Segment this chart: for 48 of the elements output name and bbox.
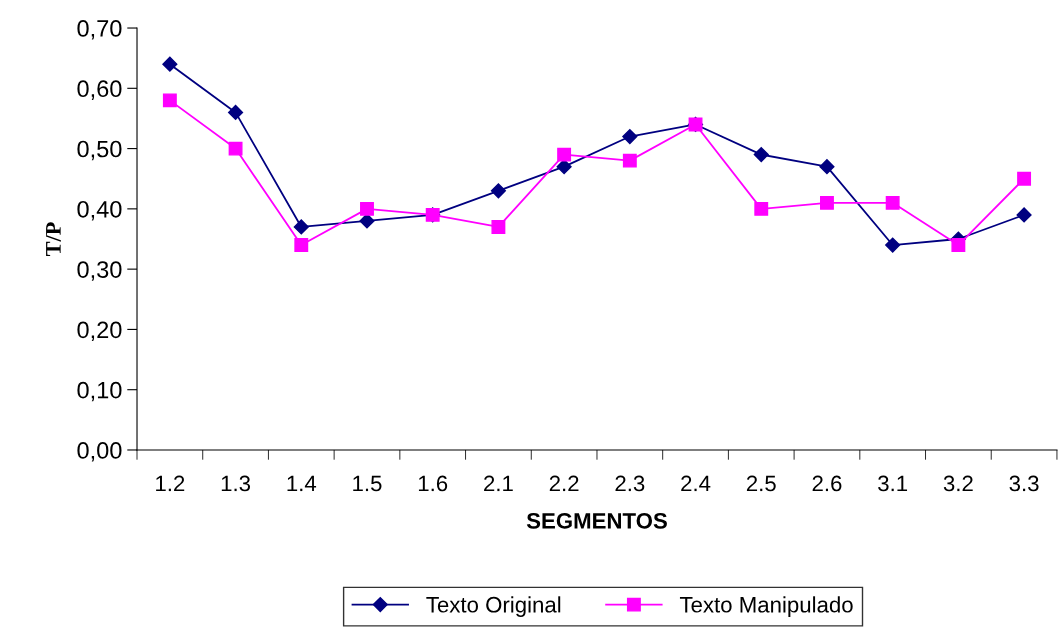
point (556, 159, 572, 175)
x-tick-label: 2.3 (615, 475, 645, 492)
x-tick-label: 2.2 (549, 475, 579, 492)
x-tick-label: 2.1 (484, 475, 513, 492)
y-tick-label: 0,10 (77, 381, 122, 402)
y-tick-label: 0,60 (77, 80, 122, 100)
point (557, 147, 572, 162)
y-tick-label: 0,40 (77, 200, 122, 221)
point (228, 104, 244, 120)
point (294, 238, 309, 252)
point (162, 56, 178, 72)
point (360, 201, 374, 216)
x-tick-label: 1.5 (353, 475, 382, 492)
point (951, 238, 966, 252)
legend-label: Texto Manipulado (679, 596, 853, 617)
point (228, 141, 243, 156)
x-tick-label: 1.2 (156, 475, 185, 492)
point (753, 147, 769, 163)
point (754, 201, 769, 216)
point (820, 195, 834, 210)
point (1016, 207, 1032, 223)
x-tick-label: 3.3 (1009, 475, 1039, 492)
x-tick-label: 2.4 (681, 475, 711, 492)
y-axis-title: T/P (46, 222, 61, 256)
y-tick-label: 0,20 (77, 321, 122, 341)
point (293, 219, 309, 235)
point (491, 220, 506, 234)
x-tick-label: 3.2 (943, 475, 973, 492)
point (162, 93, 177, 108)
point (622, 153, 637, 168)
x-axis-title: SEGMENTOS (526, 512, 667, 529)
x-tick-label: 2.6 (812, 475, 842, 492)
point (885, 237, 901, 253)
point (622, 128, 638, 145)
x-tick-label: 1.3 (221, 475, 251, 492)
y-tick-label: 0,70 (77, 20, 122, 40)
y-tick-label: 0,50 (77, 140, 122, 161)
x-tick-label: 1.6 (418, 475, 448, 492)
legend-label: Texto Original (426, 596, 561, 617)
y-tick-label: 0,00 (77, 442, 122, 462)
point (819, 159, 835, 175)
x-tick-label: 3.1 (878, 475, 908, 492)
point (490, 183, 506, 199)
y-tick-label: 0,30 (77, 261, 122, 281)
x-tick-label: 1.4 (287, 475, 317, 492)
point (885, 195, 900, 210)
point (1017, 171, 1032, 186)
x-tick-label: 2.5 (746, 475, 776, 492)
